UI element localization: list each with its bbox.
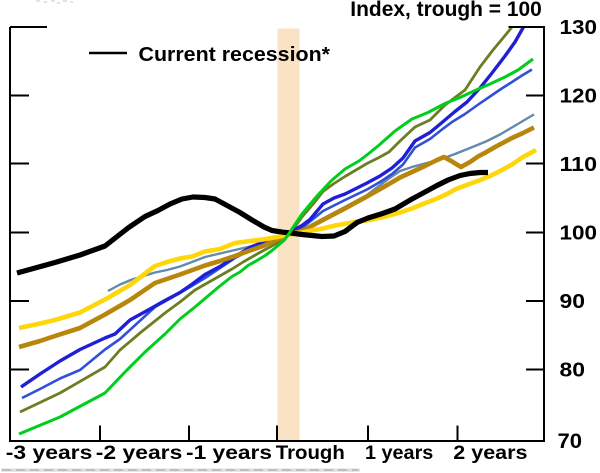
svg-text:Current recession*: Current recession*: [139, 44, 331, 66]
svg-text:130: 130: [560, 17, 598, 39]
svg-text:120: 120: [560, 86, 598, 108]
svg-text:1 years: 1 years: [365, 442, 433, 464]
svg-text:90: 90: [560, 291, 586, 313]
svg-text:Trough: Trough: [276, 442, 345, 464]
svg-text:Index, trough = 100: Index, trough = 100: [350, 0, 542, 21]
svg-text:80: 80: [560, 360, 586, 382]
svg-text:110: 110: [560, 154, 598, 176]
svg-text:-2 years: -2 years: [96, 442, 183, 464]
svg-text:100: 100: [560, 223, 598, 245]
svg-text:-1 years: -1 years: [186, 442, 272, 464]
svg-text:70: 70: [558, 429, 583, 453]
svg-text:-3 years: -3 years: [6, 442, 93, 464]
svg-text:2 years: 2 years: [453, 442, 527, 464]
